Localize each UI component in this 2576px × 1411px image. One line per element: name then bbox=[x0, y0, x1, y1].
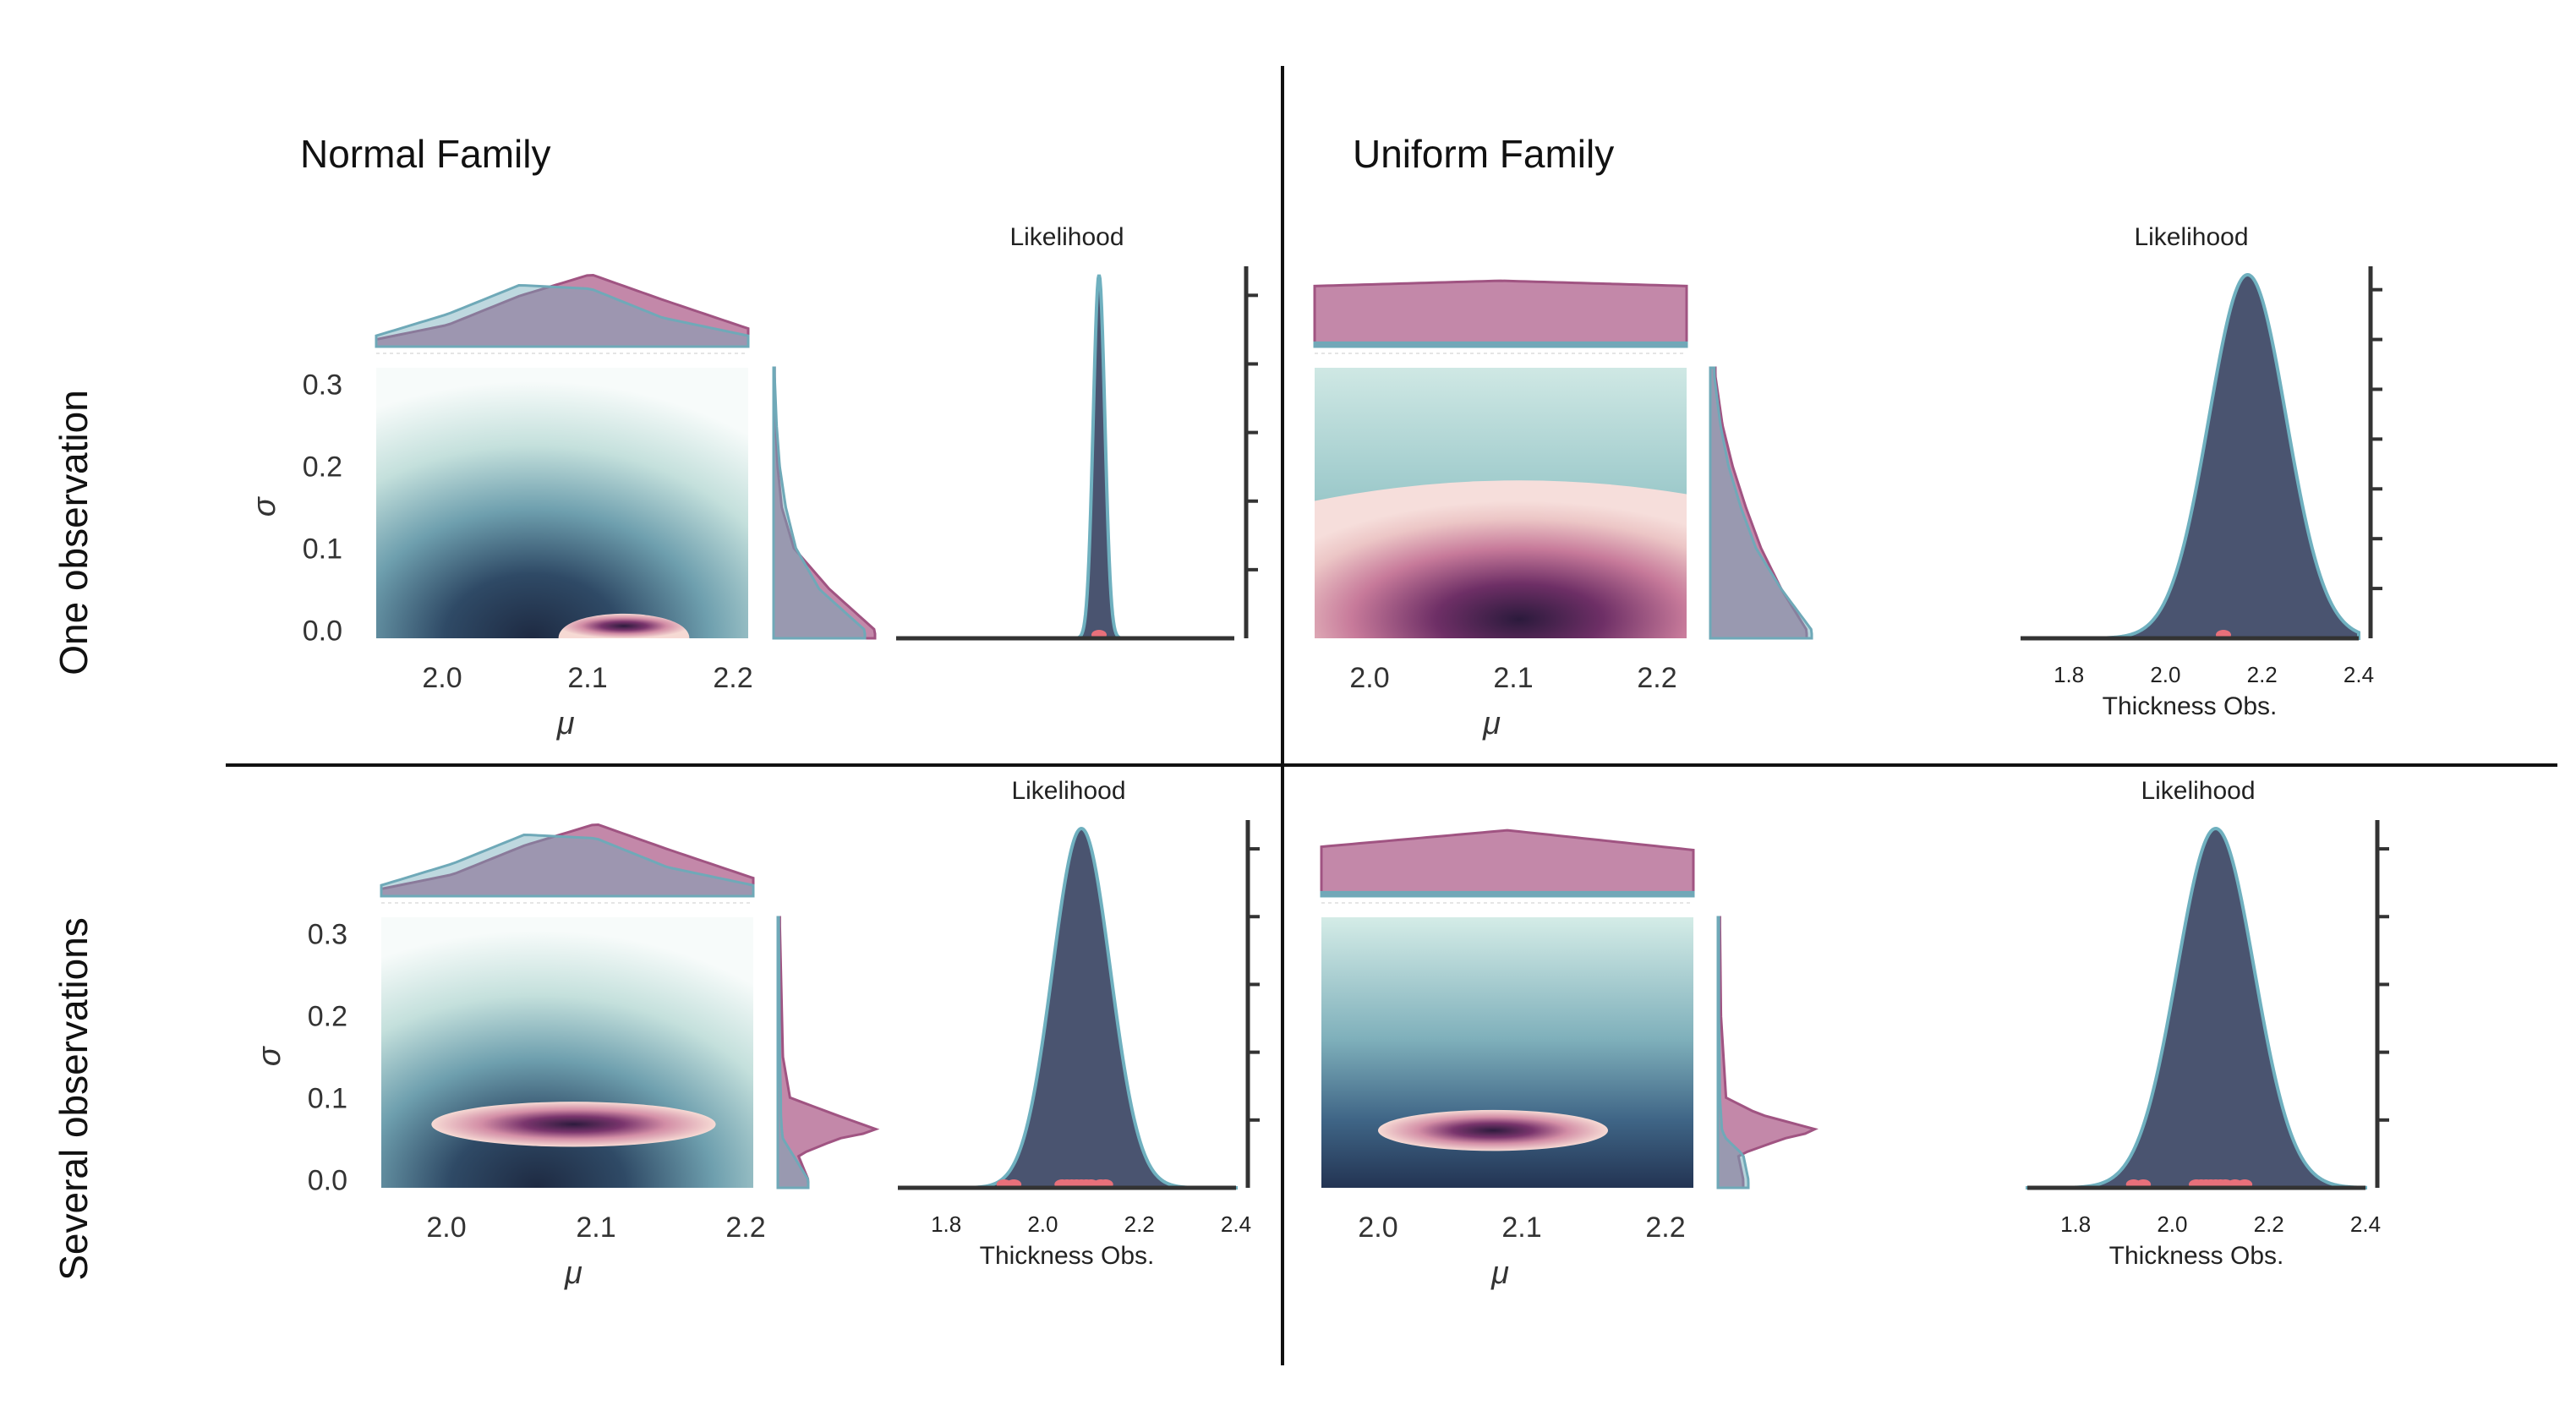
uniform-several-prior-mu-marginal bbox=[1320, 829, 1695, 898]
uniform-several-xtick-label: 2.1 bbox=[1501, 1211, 1541, 1244]
normal-one-ytick-label: 0.3 bbox=[303, 369, 342, 401]
normal-one-xtick-label: 2.2 bbox=[713, 662, 752, 694]
normal-one-ytick-label: 0.2 bbox=[303, 451, 342, 483]
normal-several-posterior-region bbox=[431, 1102, 716, 1147]
normal-several-likelihood-xlabel: Thickness Obs. bbox=[980, 1242, 1155, 1270]
normal-one-posterior-mu-marginal bbox=[375, 284, 750, 348]
normal-several-likelihood-curve bbox=[898, 826, 1236, 1190]
uniform-one-joint-group: 2.0 2.1 2.2 μ bbox=[1313, 279, 1813, 741]
uniform-several-xlabel: μ bbox=[1490, 1255, 1509, 1291]
uniform-several-prior-sigma-marginal bbox=[1716, 916, 1819, 1190]
uniform-several-likelihood-group: Likelihood 1.8 2.0 2.2 2.4 Thickness Obs. bbox=[2027, 777, 2389, 1270]
uniform-one-likelihood-curve bbox=[2021, 273, 2360, 640]
uniform-several-likelihood-xlabel: Thickness Obs. bbox=[2109, 1242, 2284, 1270]
uniform-one-likelihood-xtick-label: 2.0 bbox=[2150, 662, 2180, 687]
normal-several-xtick-label: 2.0 bbox=[426, 1211, 466, 1244]
uniform-several-likelihood-curve bbox=[2027, 826, 2367, 1190]
normal-one-xtick-label: 2.0 bbox=[422, 662, 462, 694]
uniform-several-posterior-mu-marginal bbox=[1320, 890, 1695, 898]
normal-several-likelihood-xtick-label: 2.0 bbox=[1027, 1211, 1058, 1237]
uniform-several-likelihood-xtick-label: 1.8 bbox=[2060, 1211, 2091, 1237]
normal-several-ytick-label: 0.2 bbox=[308, 1000, 347, 1032]
normal-several-ytick-label: 0.3 bbox=[308, 918, 347, 950]
column-title-normal: Normal Family bbox=[300, 132, 550, 176]
row-title-one-observation: One observation bbox=[52, 390, 96, 675]
normal-several-prior-field bbox=[381, 917, 753, 1188]
uniform-several-likelihood-title: Likelihood bbox=[2141, 777, 2255, 805]
normal-several-likelihood-group: Likelihood 1.8 2.0 2.2 2.4 Thickness Obs. bbox=[898, 777, 1260, 1270]
normal-several-xtick-label: 2.1 bbox=[576, 1211, 615, 1244]
uniform-several-posterior-sigma-marginal bbox=[1716, 916, 1750, 1190]
uniform-one-xlabel: μ bbox=[1482, 706, 1501, 741]
normal-several-likelihood-xtick-label: 1.8 bbox=[931, 1211, 961, 1237]
normal-several-xlabel: μ bbox=[564, 1255, 582, 1291]
uniform-one-posterior-sigma-marginal bbox=[1709, 366, 1813, 640]
uniform-one-likelihood-xtick-label: 1.8 bbox=[2054, 662, 2084, 687]
uniform-one-likelihood-group: Likelihood 1.8 2.0 2.2 2.4 Thickness Obs. bbox=[2021, 223, 2382, 720]
normal-several-likelihood-xtick-label: 2.4 bbox=[1221, 1211, 1251, 1237]
normal-one-likelihood-title: Likelihood bbox=[1009, 223, 1124, 251]
normal-one-posterior-region bbox=[558, 613, 690, 638]
uniform-several-likelihood-xtick-label: 2.2 bbox=[2254, 1211, 2284, 1237]
uniform-several-xtick-label: 2.0 bbox=[1358, 1211, 1397, 1244]
uniform-several-joint-group: 2.0 2.1 2.2 μ bbox=[1320, 829, 1819, 1291]
normal-one-ytick-label: 0.0 bbox=[303, 615, 342, 647]
normal-one-xtick-label: 2.1 bbox=[567, 662, 607, 694]
uniform-one-xtick-label: 2.1 bbox=[1493, 662, 1533, 694]
uniform-one-likelihood-xlabel: Thickness Obs. bbox=[2103, 692, 2278, 720]
uniform-several-likelihood-xtick-label: 2.0 bbox=[2157, 1211, 2187, 1237]
uniform-one-xtick-label: 2.0 bbox=[1349, 662, 1389, 694]
normal-one-joint-group: 2.0 2.1 2.2 μ 0.0 0.1 0.2 0.3 σ bbox=[247, 273, 877, 741]
normal-one-likelihood-curve bbox=[896, 274, 1234, 640]
uniform-several-xtick-label: 2.2 bbox=[1645, 1211, 1685, 1244]
normal-one-prior-field bbox=[376, 368, 748, 638]
uniform-one-likelihood-xtick-label: 2.2 bbox=[2247, 662, 2278, 687]
uniform-one-xtick-label: 2.2 bbox=[1637, 662, 1676, 694]
normal-several-ytick-label: 0.0 bbox=[308, 1164, 347, 1196]
normal-several-prior-sigma-marginal bbox=[776, 916, 880, 1190]
normal-several-posterior-sigma-marginal bbox=[776, 916, 810, 1190]
normal-several-ylabel: σ bbox=[252, 1045, 287, 1066]
uniform-one-likelihood-xtick-label: 2.4 bbox=[2344, 662, 2374, 687]
normal-one-posterior-sigma-marginal bbox=[772, 366, 867, 640]
uniform-several-likelihood-xtick-label: 2.4 bbox=[2350, 1211, 2381, 1237]
normal-one-prior-mu-marginal bbox=[375, 273, 750, 348]
normal-one-likelihood-group: Likelihood bbox=[896, 223, 1258, 641]
normal-several-posterior-mu-marginal bbox=[380, 834, 755, 898]
normal-several-joint-group: 2.0 2.1 2.2 μ 0.0 0.1 0.2 0.3 σ bbox=[252, 823, 880, 1291]
uniform-several-posterior-region bbox=[1378, 1109, 1608, 1151]
normal-one-xlabel: μ bbox=[556, 706, 575, 741]
normal-several-ytick-label: 0.1 bbox=[308, 1082, 347, 1114]
normal-one-ytick-label: 0.1 bbox=[303, 533, 342, 565]
normal-several-prior-mu-marginal bbox=[380, 823, 755, 898]
uniform-one-prior-mu-marginal bbox=[1313, 279, 1688, 348]
uniform-one-likelihood-title: Likelihood bbox=[2134, 223, 2248, 251]
normal-several-likelihood-xtick-label: 2.2 bbox=[1124, 1211, 1155, 1237]
normal-several-likelihood-title: Likelihood bbox=[1011, 777, 1125, 805]
normal-several-xtick-label: 2.2 bbox=[725, 1211, 765, 1244]
uniform-one-posterior-mu-marginal bbox=[1313, 341, 1688, 348]
row-title-several-observations: Several observations bbox=[52, 917, 96, 1281]
normal-one-ylabel: σ bbox=[247, 495, 282, 517]
column-title-uniform: Uniform Family bbox=[1353, 132, 1614, 176]
uniform-one-posterior-region bbox=[1315, 480, 1687, 638]
